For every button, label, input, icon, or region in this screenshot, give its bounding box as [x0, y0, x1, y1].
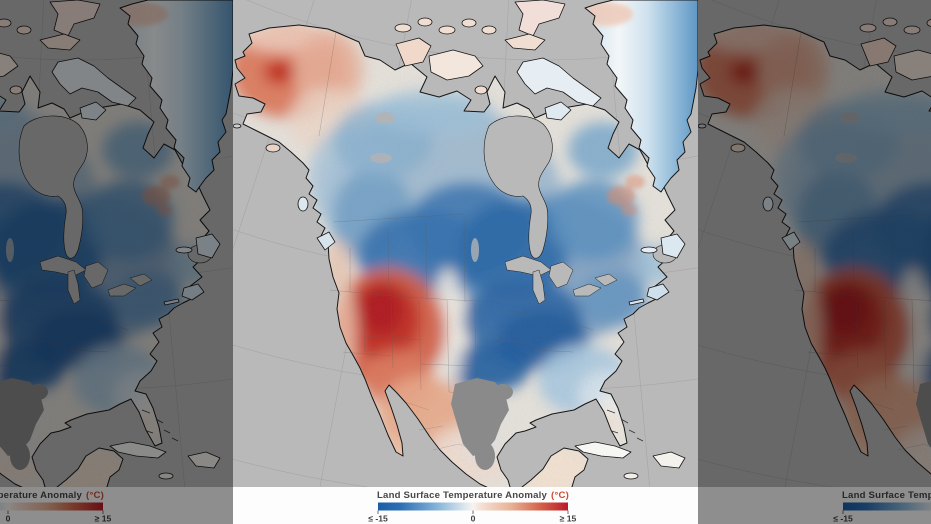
left-dim-overlay — [0, 0, 233, 524]
right-dim-overlay — [698, 0, 931, 524]
